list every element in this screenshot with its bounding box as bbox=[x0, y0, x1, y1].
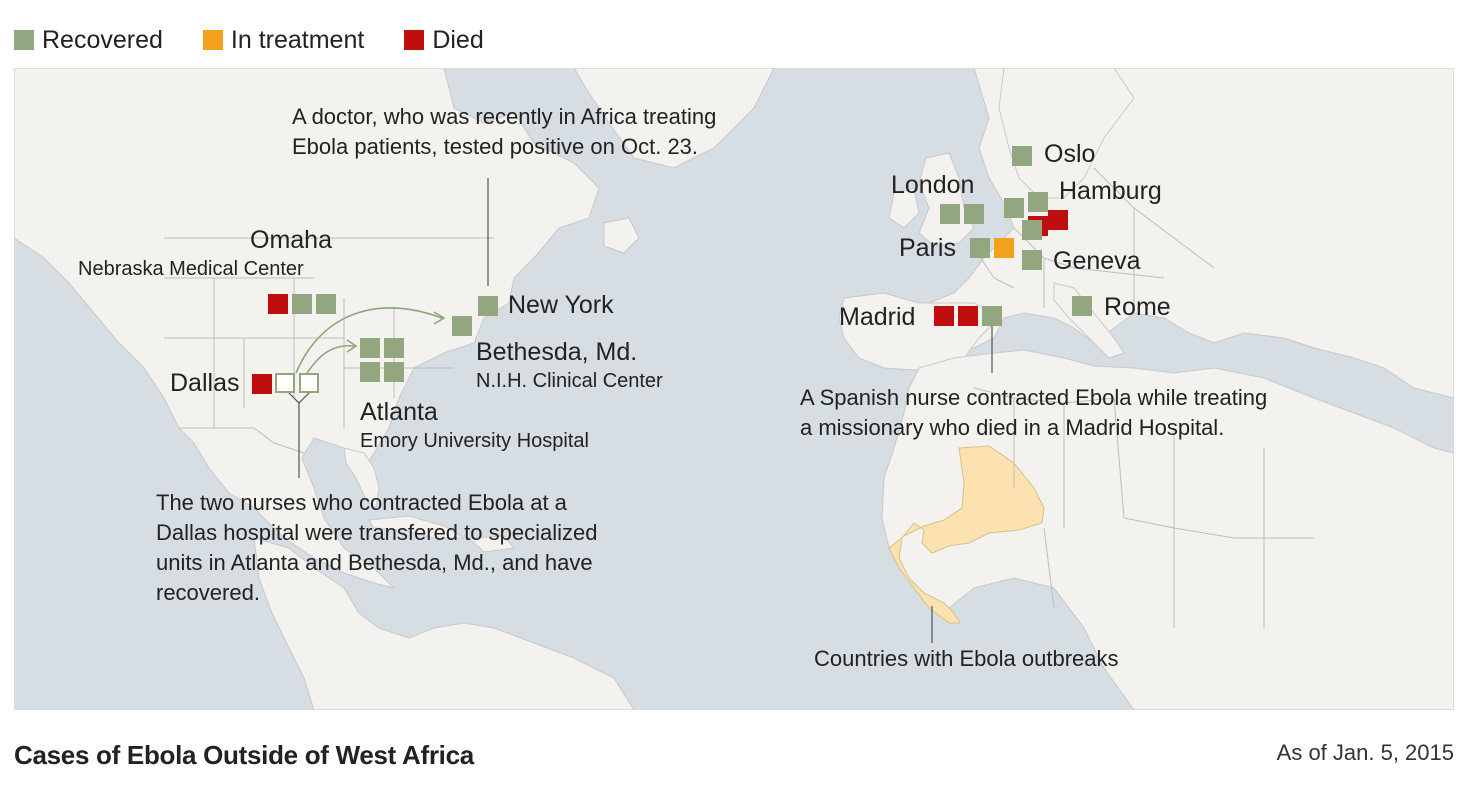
case-marker-atlanta-recovered bbox=[384, 362, 404, 382]
land-florida bbox=[343, 447, 380, 509]
legend-label-recovered: Recovered bbox=[42, 25, 163, 54]
case-marker-dallas-transferred bbox=[299, 373, 319, 393]
land-cuba bbox=[368, 515, 466, 539]
land-africa bbox=[881, 349, 1454, 710]
legend-label-died: Died bbox=[432, 25, 484, 54]
legend-item-died: Died bbox=[404, 25, 484, 55]
note-nurses-line-4: recovered. bbox=[156, 580, 260, 605]
case-marker-omaha-recovered bbox=[316, 294, 336, 314]
leader-lines bbox=[288, 178, 993, 643]
case-marker-dallas-transferred bbox=[275, 373, 295, 393]
case-marker-europe-recovered bbox=[1022, 220, 1042, 240]
city-label-atlanta: Atlanta bbox=[360, 398, 438, 426]
case-marker-london-recovered bbox=[940, 204, 960, 224]
case-marker-paris-recovered bbox=[970, 238, 990, 258]
land-central-america bbox=[253, 537, 635, 710]
leader-dallas-nurses bbox=[288, 392, 310, 478]
land-britain bbox=[918, 152, 975, 247]
city-label-london: London bbox=[891, 171, 974, 199]
case-marker-rome-recovered bbox=[1072, 296, 1092, 316]
land-newfoundland bbox=[603, 217, 640, 254]
note-nurses-line-2: Dallas hospital were transfered to speci… bbox=[156, 520, 597, 545]
case-marker-geneva-recovered bbox=[1022, 250, 1042, 270]
case-marker-oslo-recovered bbox=[1012, 146, 1032, 166]
case-marker-new_york-recovered bbox=[478, 296, 498, 316]
as-of-date: As of Jan. 5, 2015 bbox=[1276, 740, 1454, 765]
land-scandinavia bbox=[998, 68, 1135, 199]
case-marker-paris-in_treatment bbox=[994, 238, 1014, 258]
note-doctor-line-1: A doctor, who was recently in Africa tre… bbox=[292, 104, 716, 129]
city-label-paris: Paris bbox=[899, 234, 956, 262]
case-marker-hamburg-died bbox=[1048, 210, 1068, 230]
case-marker-london-recovered bbox=[964, 204, 984, 224]
case-marker-omaha-recovered bbox=[292, 294, 312, 314]
note-outbreak: Countries with Ebola outbreaks bbox=[814, 646, 1119, 671]
city-label-oslo: Oslo bbox=[1044, 140, 1095, 168]
city-label-omaha: Omaha bbox=[250, 226, 332, 254]
land-ireland bbox=[888, 187, 920, 229]
note-spain-line-2: a missionary who died in a Madrid Hospit… bbox=[800, 415, 1224, 440]
ebola-cases-map: Omaha Nebraska Medical Center Dallas Atl… bbox=[14, 68, 1454, 710]
arrow-to-atlanta bbox=[303, 344, 355, 379]
city-label-hamburg: Hamburg bbox=[1059, 177, 1162, 205]
city-label-rome: Rome bbox=[1104, 293, 1171, 321]
case-marker-europe-recovered bbox=[1004, 198, 1024, 218]
case-marker-dallas-died bbox=[252, 374, 272, 394]
city-label-geneva: Geneva bbox=[1053, 247, 1141, 275]
note-spain-line-1: A Spanish nurse contracted Ebola while t… bbox=[800, 385, 1267, 410]
note-nurses-line-1: The two nurses who contracted Ebola at a bbox=[156, 490, 568, 515]
hospital-label-bethesda: N.I.H. Clinical Center bbox=[476, 370, 663, 392]
case-marker-madrid-recovered bbox=[982, 306, 1002, 326]
hospital-label-atlanta: Emory University Hospital bbox=[360, 430, 589, 452]
case-markers bbox=[252, 146, 1092, 394]
outbreak-countries bbox=[888, 445, 1045, 624]
legend-item-recovered: Recovered bbox=[14, 26, 163, 55]
case-marker-atlanta-recovered bbox=[384, 338, 404, 358]
map-svg: Omaha Nebraska Medical Center Dallas Atl… bbox=[14, 68, 1454, 710]
hospital-label-omaha: Nebraska Medical Center bbox=[78, 258, 304, 280]
recovered-swatch bbox=[14, 30, 34, 50]
case-marker-madrid-died bbox=[958, 306, 978, 326]
arrow-to-bethesda bbox=[295, 307, 443, 374]
note-doctor-line-2: Ebola patients, tested positive on Oct. … bbox=[292, 134, 698, 159]
city-label-new-york: New York bbox=[508, 291, 614, 319]
legend-label-in-treatment: In treatment bbox=[230, 25, 365, 54]
city-label-bethesda: Bethesda, Md. bbox=[476, 338, 637, 366]
case-marker-bethesda-recovered bbox=[452, 316, 472, 336]
case-marker-atlanta-recovered bbox=[360, 338, 380, 358]
land-hispaniola bbox=[467, 535, 515, 553]
case-marker-atlanta-recovered bbox=[360, 362, 380, 382]
land-north-america bbox=[14, 68, 600, 589]
died-swatch bbox=[404, 30, 425, 50]
legend-item-in-treatment: In treatment bbox=[202, 25, 365, 55]
legend: Recovered In treatment Died bbox=[14, 22, 484, 58]
case-marker-hamburg-recovered bbox=[1028, 192, 1048, 212]
land-greenland bbox=[573, 68, 775, 169]
chart-title: Cases of Ebola Outside of West Africa bbox=[14, 740, 474, 770]
case-marker-madrid-died bbox=[934, 306, 954, 326]
note-nurses-line-3: units in Atlanta and Bethesda, Md., and … bbox=[156, 550, 593, 575]
in-treatment-swatch bbox=[202, 30, 223, 50]
city-label-dallas: Dallas bbox=[170, 369, 239, 397]
transfer-arrows bbox=[295, 307, 446, 379]
case-marker-omaha-died bbox=[268, 294, 288, 314]
city-label-madrid: Madrid bbox=[839, 303, 915, 331]
